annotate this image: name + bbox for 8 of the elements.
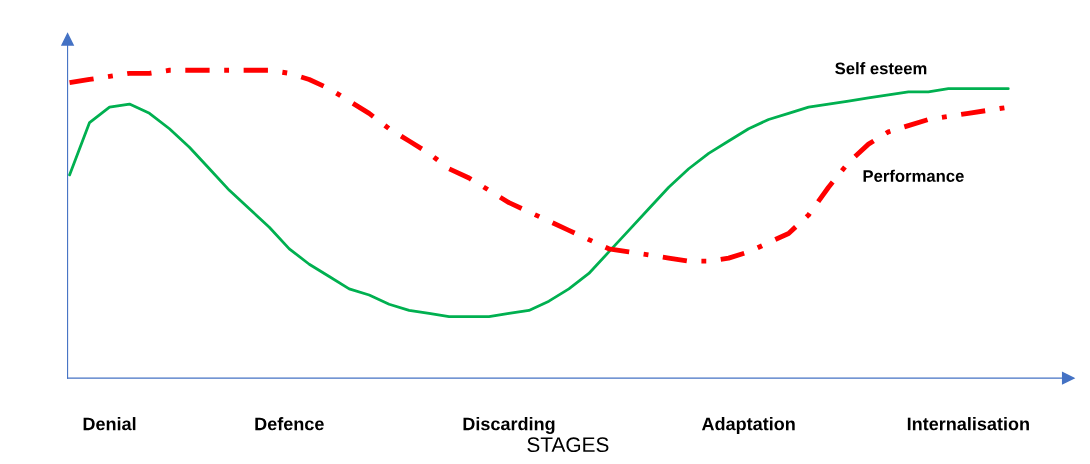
- x-tick-label: Adaptation: [701, 417, 795, 434]
- series-label: Performance: [863, 169, 964, 182]
- x-tick-label: Denial: [83, 417, 136, 431]
- x-tick-label: Discarding: [463, 417, 555, 434]
- x-tick-label: Internalisation: [907, 417, 1029, 431]
- x-axis-title: STAGES: [527, 437, 609, 453]
- x-tick-label: Defence: [255, 417, 324, 431]
- series-label: Self esteem: [835, 62, 927, 75]
